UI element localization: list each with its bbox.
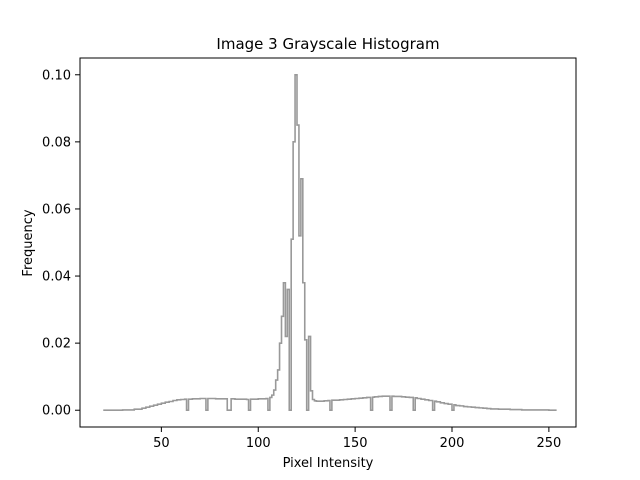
y-tick-label: 0.10 [42,68,71,83]
plot-frame [79,57,577,428]
plot-series [103,73,557,412]
x-tick-label: 250 [536,436,561,451]
x-axis-ticks: 50 100 150 200 250 [153,427,561,451]
y-axis-ticks: 0.00 0.02 0.04 0.06 0.08 0.10 [42,68,80,419]
y-tick-label: 0.00 [42,404,71,419]
chart-title: Image 3 Grayscale Histogram [216,35,439,53]
y-tick-label: 0.04 [42,270,71,285]
x-tick-label: 150 [343,436,368,451]
y-axis-label: Frequency [21,209,36,276]
y-tick-label: 0.06 [42,202,71,217]
y-tick-label: 0.08 [42,135,71,150]
x-axis-label: Pixel Intensity [283,456,374,471]
histogram-step-line [103,73,557,412]
x-tick-label: 200 [440,436,465,451]
x-tick-label: 100 [246,436,271,451]
x-tick-label: 50 [153,436,170,451]
y-tick-label: 0.02 [42,337,71,352]
